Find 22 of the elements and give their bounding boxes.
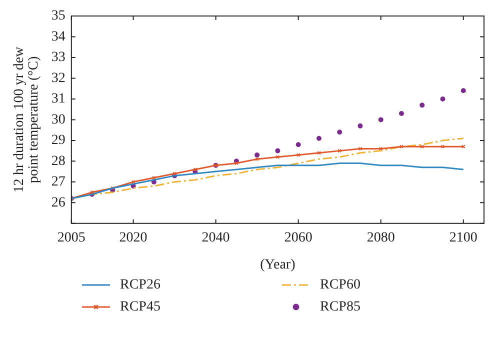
x-tick-label: 2080	[366, 230, 395, 246]
x-tick-label: 2040	[202, 230, 230, 246]
legend-label: RCP60	[320, 278, 360, 293]
y-axis-title: 12 hr duration 100 yr dew point temperature (°C)	[12, 46, 42, 193]
legend-label: RCP45	[120, 300, 160, 315]
legend-label: RCP26	[120, 278, 160, 293]
y-tick-label: 28	[51, 154, 66, 169]
y-tick-label: 35	[51, 8, 66, 24]
y-tick-label: 26	[51, 195, 66, 210]
x-tick-label: 2005	[57, 230, 86, 246]
y-tick-label: 33	[51, 50, 66, 66]
y-tick-label: 27	[51, 174, 66, 190]
y-tick-label: 32	[51, 70, 66, 86]
y-tick-label: 34	[51, 29, 66, 44]
x-tick-label: 2060	[284, 230, 312, 246]
x-tick-label: 2020	[119, 230, 148, 246]
y-tick-label: 30	[51, 112, 66, 128]
legend-label: RCP85	[320, 300, 360, 315]
y-tick-label: 31	[51, 92, 66, 107]
x-tick-label: 2100	[449, 230, 478, 246]
y-tick-label: 29	[51, 133, 66, 148]
x-axis-title: (Year)	[260, 257, 296, 272]
